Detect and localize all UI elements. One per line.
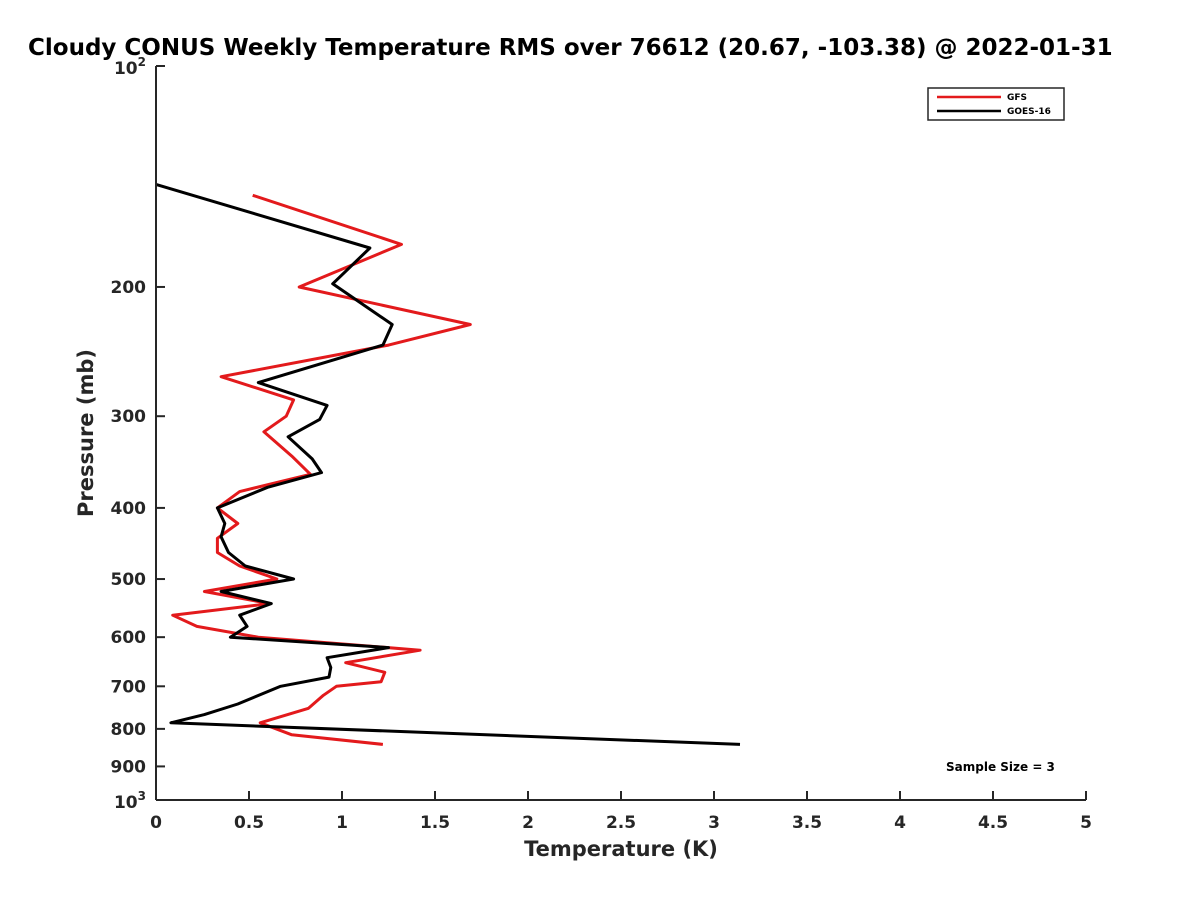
legend: GFS GOES-16 [927, 87, 1065, 121]
x-tick-label: 2.5 [606, 813, 636, 833]
x-axis-label: Temperature (K) [524, 837, 718, 861]
x-tick-label: 3.5 [792, 813, 822, 833]
x-tick-label: 0.5 [234, 813, 264, 833]
plot-lines [155, 182, 741, 746]
x-tick-label: 1.5 [420, 813, 450, 833]
legend-label-goes-16: GOES-16 [1007, 107, 1051, 117]
x-tick-label: 4 [894, 813, 906, 833]
y-axis-label: Pressure (mb) [74, 349, 98, 517]
x-tick-label: 3 [708, 813, 720, 833]
y-tick-label: 800 [111, 720, 147, 740]
y-decade-tick-label: 102 [114, 55, 146, 79]
x-tick-label: 5 [1080, 813, 1092, 833]
y-tick-label: 400 [111, 499, 147, 519]
x-ticks: 0 0.5 1 1.5 2 2.5 3 3.5 4 4.5 5 [150, 791, 1092, 833]
legend-label-gfs: GFS [1007, 93, 1027, 103]
x-tick-label: 0 [150, 813, 162, 833]
x-tick-label: 2 [522, 813, 534, 833]
sample-size-annotation: Sample Size = 3 [946, 760, 1055, 774]
y-tick-label: 700 [111, 677, 147, 697]
y-tick-label: 500 [111, 570, 147, 590]
chart-title: Cloudy CONUS Weekly Temperature RMS over… [28, 35, 1113, 61]
y-ticks: 200 300 400 500 600 700 800 900 102 103 [111, 55, 165, 813]
y-tick-label: 300 [111, 407, 147, 427]
y-tick-label: 200 [111, 278, 147, 298]
y-tick-label: 600 [111, 628, 147, 648]
y-decade-tick-label: 103 [114, 789, 146, 813]
x-tick-label: 1 [336, 813, 348, 833]
series-line-goes-16 [155, 182, 741, 746]
series-line-gfs [171, 193, 472, 746]
y-tick-label: 900 [111, 757, 147, 777]
legend-box [927, 87, 1065, 121]
x-tick-label: 4.5 [978, 813, 1008, 833]
